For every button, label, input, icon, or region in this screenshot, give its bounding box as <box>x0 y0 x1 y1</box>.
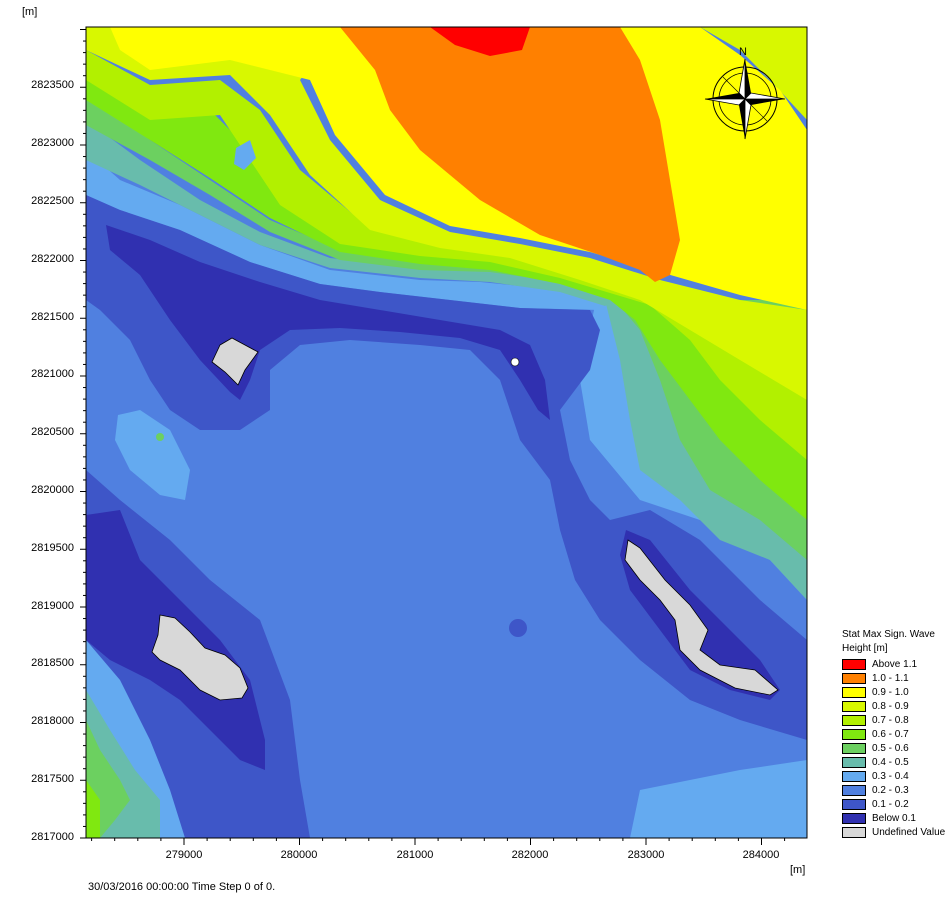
compass-north-label: N <box>739 46 747 58</box>
legend-label: 0.4 - 0.5 <box>872 757 909 768</box>
legend-label: 0.9 - 1.0 <box>872 687 909 698</box>
legend-swatch <box>842 701 866 712</box>
plot-frame <box>85 26 808 839</box>
legend-swatch <box>842 743 866 754</box>
contour-0.1-0.2-spot <box>509 619 527 637</box>
compass-rose-icon <box>704 58 786 140</box>
island-north <box>211 337 259 386</box>
legend-swatch <box>842 813 866 824</box>
legend-label: 0.8 - 0.9 <box>872 701 909 712</box>
legend-swatch <box>842 827 866 838</box>
legend-label: 0.2 - 0.3 <box>872 785 909 796</box>
legend-swatch <box>842 659 866 670</box>
map-field <box>86 27 807 838</box>
legend-swatch <box>842 771 866 782</box>
contour-0.4-0.5-north <box>86 120 615 306</box>
legend-title-line1: Stat Max Sign. Wave <box>842 629 935 640</box>
legend-label: 1.0 - 1.1 <box>872 673 909 684</box>
status-text: 30/03/2016 00:00:00 Time Step 0 of 0. <box>88 881 276 893</box>
contour-0.3-0.4-patch <box>234 140 256 170</box>
legend-item: 1.0 - 1.1 <box>842 672 952 686</box>
y-tick-label: 2818500 <box>31 657 74 669</box>
legend-label: 0.1 - 0.2 <box>872 799 909 810</box>
y-tick-label: 2819000 <box>31 600 74 612</box>
y-axis-unit: [m] <box>22 6 38 18</box>
x-tick-label: 283000 <box>627 849 665 861</box>
x-tick-label: 284000 <box>742 849 780 861</box>
island-southwest <box>151 614 249 701</box>
contour-above-1.1 <box>430 27 530 56</box>
y-tick-label: 2819500 <box>31 542 74 554</box>
y-tick-label: 2821500 <box>31 311 74 323</box>
legend-label: 0.6 - 0.7 <box>872 729 909 740</box>
legend-item: 0.6 - 0.7 <box>842 728 952 742</box>
y-tick-label: 2817500 <box>31 773 74 785</box>
y-tick-label: 2820500 <box>31 426 74 438</box>
legend-title: Stat Max Sign. Wave Height [m] <box>842 628 952 656</box>
y-tick-label: 2822500 <box>31 195 74 207</box>
y-tick-label: 2818000 <box>31 715 74 727</box>
contour-below-0.1-north <box>106 225 550 420</box>
y-tick-label: 2821000 <box>31 368 74 380</box>
contour-0.7-0.8 <box>86 50 807 460</box>
contour-0.6-0.7 <box>86 75 807 520</box>
contour-below-0.1-southeast <box>620 530 780 700</box>
contour-0.3-0.4-patch-west <box>115 410 190 500</box>
legend-swatch <box>842 673 866 684</box>
legend-item: Below 0.1 <box>842 812 952 826</box>
legend-label: Below 0.1 <box>872 813 916 824</box>
legend-item: Undefined Value <box>842 826 952 840</box>
y-tick-label: 2820000 <box>31 484 74 496</box>
legend-item: 0.7 - 0.8 <box>842 714 952 728</box>
legend-label: 0.7 - 0.8 <box>872 715 909 726</box>
legend-label: Above 1.1 <box>872 659 918 670</box>
legend-item: Above 1.1 <box>842 658 952 672</box>
x-axis-unit: [m] <box>790 864 806 876</box>
y-tick-label: 2823500 <box>31 79 74 91</box>
y-tick-label: 2817000 <box>31 831 74 843</box>
legend-swatch <box>842 687 866 698</box>
x-tick-label: 279000 <box>165 849 203 861</box>
legend-item: 0.2 - 0.3 <box>842 784 952 798</box>
y-tick-label: 2823000 <box>31 137 74 149</box>
legend-title-line2: Height [m] <box>842 643 888 654</box>
contour-0.6-0.7-sw <box>86 780 100 838</box>
legend-swatch <box>842 715 866 726</box>
legend-swatch <box>842 757 866 768</box>
legend-item: 0.9 - 1.0 <box>842 686 952 700</box>
island-southeast <box>624 539 779 696</box>
contour-0.3-0.4-north <box>86 150 610 310</box>
contour-1.0-1.1 <box>340 27 680 282</box>
legend-swatch <box>842 785 866 796</box>
axis-ticks <box>80 29 786 845</box>
x-tick-label: 280000 <box>280 849 318 861</box>
legend-label: 0.3 - 0.4 <box>872 771 909 782</box>
legend-label: 0.5 - 0.6 <box>872 743 909 754</box>
legend-item: 0.1 - 0.2 <box>842 798 952 812</box>
legend-item: 0.5 - 0.6 <box>842 742 952 756</box>
legend-label: Undefined Value <box>872 827 946 838</box>
legend-swatch <box>842 729 866 740</box>
contour-0.5-0.6-spot <box>156 433 164 441</box>
x-tick-label: 282000 <box>511 849 549 861</box>
legend-item: 0.8 - 0.9 <box>842 700 952 714</box>
contour-0.8-0.9-ne <box>700 27 807 120</box>
legend-swatch <box>842 799 866 810</box>
x-tick-label: 281000 <box>396 849 434 861</box>
islet <box>510 357 520 367</box>
legend-item: 0.4 - 0.5 <box>842 756 952 770</box>
legend-item: 0.3 - 0.4 <box>842 770 952 784</box>
y-tick-label: 2822000 <box>31 253 74 265</box>
